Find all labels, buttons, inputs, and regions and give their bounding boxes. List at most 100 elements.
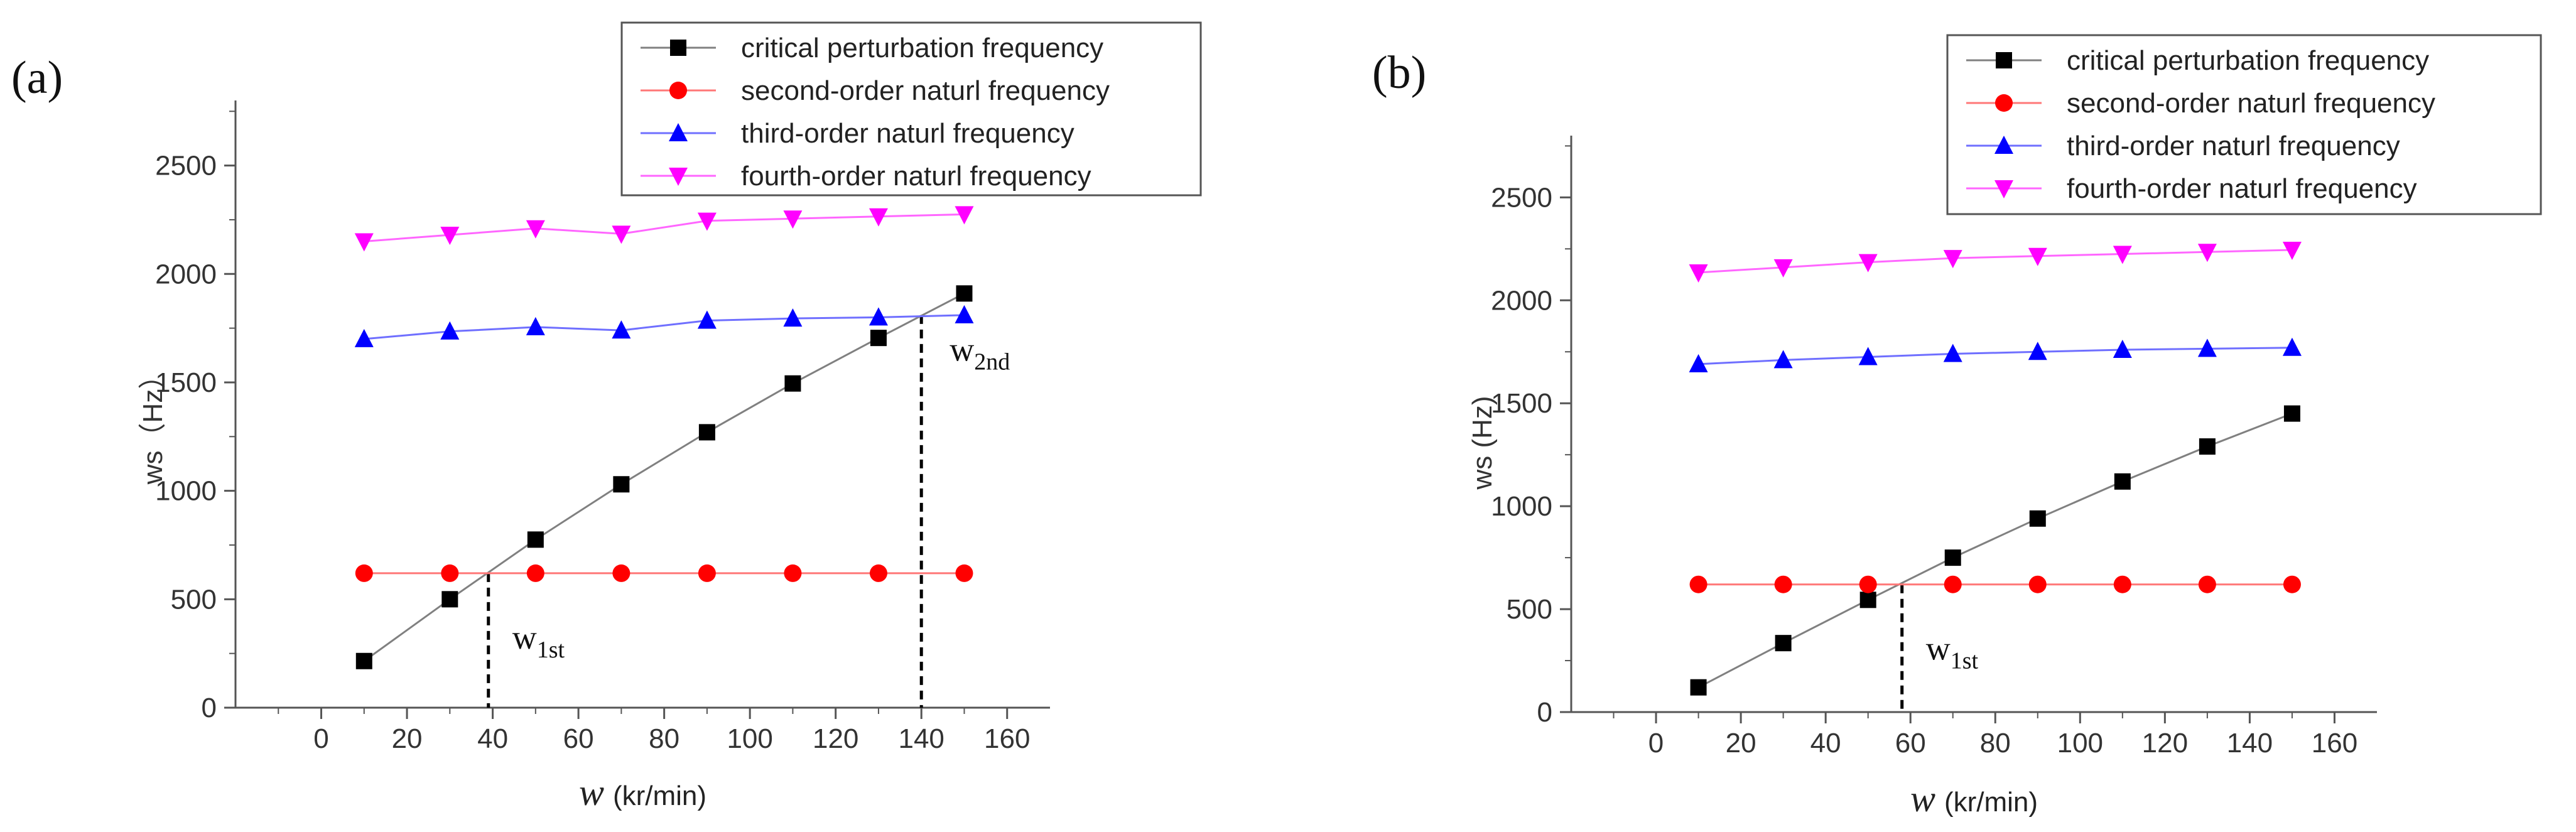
data-point — [441, 591, 458, 608]
data-point — [2028, 342, 2047, 360]
data-point — [955, 305, 974, 323]
y-tick-label: 2000 — [155, 259, 217, 289]
x-axis-unit: (kr/min) — [1944, 787, 2038, 818]
data-point — [1689, 264, 1708, 283]
data-point — [698, 564, 716, 582]
data-point — [955, 206, 974, 225]
x-tick-label: 160 — [2312, 728, 2357, 759]
data-point — [697, 310, 717, 329]
data-point — [2197, 244, 2217, 262]
series-line — [1698, 347, 2292, 365]
legend-marker — [669, 82, 687, 99]
data-point — [440, 321, 460, 340]
y-axis-label: ws (Hz) — [1467, 396, 1498, 490]
y-tick-label: 1500 — [155, 367, 217, 398]
annotation-subscript: 1st — [1951, 648, 1979, 674]
data-point — [1773, 259, 1793, 278]
data-point — [2199, 438, 2216, 455]
data-point — [2113, 575, 2131, 593]
data-point — [1689, 575, 1707, 593]
series-line — [364, 314, 965, 340]
x-tick-label: 160 — [984, 723, 1030, 754]
legend-entry: third-order naturl frequency — [741, 118, 1074, 149]
annotation-base: w — [1926, 630, 1951, 667]
data-point — [612, 320, 631, 339]
data-point — [1943, 250, 1962, 269]
panel-label: (b) — [1372, 47, 1426, 99]
x-axis-symbol: w — [1910, 778, 1935, 819]
data-point — [2282, 241, 2302, 260]
x-axis-symbol: w — [579, 772, 604, 813]
x-tick-label: 60 — [1895, 728, 1926, 759]
data-point — [2028, 247, 2047, 266]
data-point — [870, 330, 887, 347]
x-tick-label: 80 — [649, 723, 679, 754]
data-point — [440, 227, 460, 246]
data-point — [527, 531, 544, 548]
x-tick-label: 140 — [2227, 728, 2273, 759]
data-point — [1943, 343, 1962, 362]
chart-panel-b: (b) 0 500 1000 1500 2000 2500 0 20 40 60 80 100 120 14… — [1372, 34, 2542, 819]
annotation-label: w1st — [1926, 630, 1979, 674]
data-point — [1859, 575, 1877, 593]
y-tick-label: 1000 — [155, 476, 217, 507]
y-tick-label: 0 — [202, 693, 217, 723]
data-point — [1690, 679, 1707, 696]
data-point — [1859, 592, 1876, 608]
data-point — [697, 212, 717, 231]
x-tick-label: 40 — [1810, 728, 1841, 759]
series-line — [364, 213, 965, 242]
x-tick-label: 0 — [313, 723, 328, 754]
y-tick-label: 2500 — [1491, 182, 1552, 213]
y-tick-label: 2000 — [1491, 285, 1552, 316]
legend-entry: fourth-order naturl frequency — [741, 161, 1091, 192]
data-point — [441, 564, 459, 582]
data-point — [612, 564, 630, 582]
data-point — [956, 285, 973, 302]
panel-label: (a) — [11, 52, 63, 104]
legend: critical perturbation frequency second-or… — [620, 21, 1202, 197]
data-point — [2028, 575, 2047, 593]
legend-marker — [670, 40, 686, 56]
y-tick-label: 0 — [1537, 697, 1552, 728]
data-point — [783, 210, 803, 229]
data-point — [355, 564, 373, 582]
annotation-label: w2nd — [950, 330, 1010, 375]
y-tick-label: 500 — [1507, 594, 1552, 625]
data-point — [526, 220, 545, 239]
x-tick-label: 20 — [392, 723, 423, 754]
legend-box — [1946, 34, 2542, 215]
y-tick-label: 2500 — [155, 151, 217, 181]
y-axis-label: ws（Hz） — [138, 362, 168, 485]
x-axis-unit: (kr/min) — [613, 781, 706, 811]
data-point — [526, 316, 545, 335]
data-point — [1944, 575, 1962, 593]
series-line — [1698, 249, 2292, 274]
data-point — [1944, 549, 1961, 566]
data-point — [1858, 254, 1878, 273]
data-point — [1689, 354, 1708, 372]
data-point — [613, 476, 630, 493]
x-tick-label: 100 — [2057, 728, 2103, 759]
x-tick-label: 0 — [1648, 728, 1664, 759]
data-point — [354, 233, 374, 252]
x-tick-label: 120 — [2142, 728, 2188, 759]
series-line — [1697, 413, 2293, 688]
data-point — [2113, 339, 2132, 358]
data-point — [955, 564, 973, 582]
series-line — [363, 293, 965, 662]
data-point — [784, 375, 801, 392]
data-point — [2197, 338, 2217, 357]
y-tick-label: 1000 — [1491, 491, 1552, 522]
legend-marker — [1996, 52, 2012, 68]
data-point — [869, 564, 887, 582]
annotation-label: w1st — [512, 619, 565, 663]
x-tick-label: 100 — [727, 723, 772, 754]
legend-marker — [1994, 180, 2013, 198]
annotation-subscript: 2nd — [974, 348, 1010, 375]
x-tick-label: 80 — [1980, 728, 2011, 759]
chart-panel-a: (a) 0 500 1000 1500 2000 2500 0 20 40 60 80 100 120 14… — [11, 21, 1202, 813]
y-tick-label: 500 — [171, 584, 217, 615]
data-point — [612, 225, 631, 244]
